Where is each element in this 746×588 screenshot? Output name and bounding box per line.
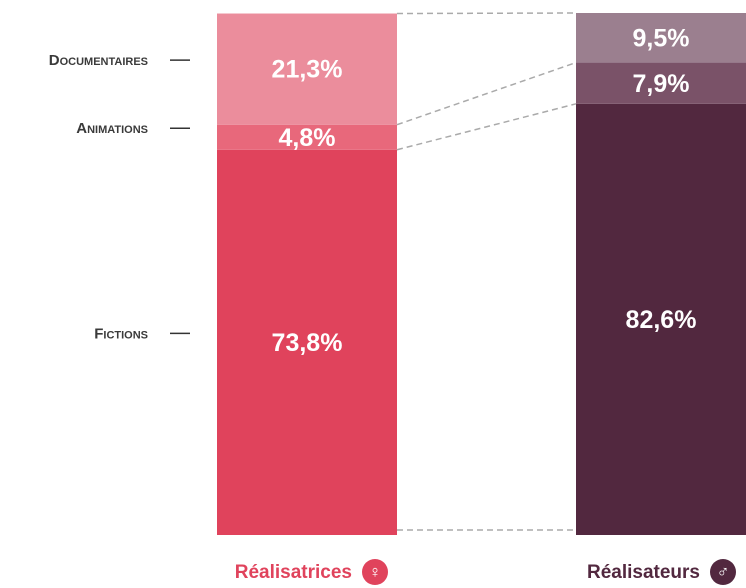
category-symbol: ♀ xyxy=(369,562,382,581)
series-label: Documentaires xyxy=(49,52,148,69)
category-label: Réalisateurs xyxy=(587,562,700,583)
connector xyxy=(396,12,577,15)
value-label: 4,8% xyxy=(279,124,336,152)
category-symbol: ♂ xyxy=(717,562,730,581)
bar-segment xyxy=(217,13,397,125)
bar-segment xyxy=(217,124,397,150)
category-icon xyxy=(362,559,388,585)
bar-segment xyxy=(576,103,746,535)
bar-segment xyxy=(576,62,746,104)
bar-segment xyxy=(217,149,397,535)
value-label: 73,8% xyxy=(272,329,343,357)
category-icon xyxy=(710,559,736,585)
value-label: 21,3% xyxy=(272,56,343,84)
bar-segment xyxy=(576,13,746,63)
connector xyxy=(396,61,577,126)
connector xyxy=(396,103,577,151)
value-label: 82,6% xyxy=(626,306,697,334)
value-label: 9,5% xyxy=(633,24,690,52)
series-label: Animations xyxy=(76,120,148,137)
series-label: Fictions xyxy=(94,325,148,342)
category-label: Réalisatrices xyxy=(235,562,352,583)
value-label: 7,9% xyxy=(633,70,690,98)
